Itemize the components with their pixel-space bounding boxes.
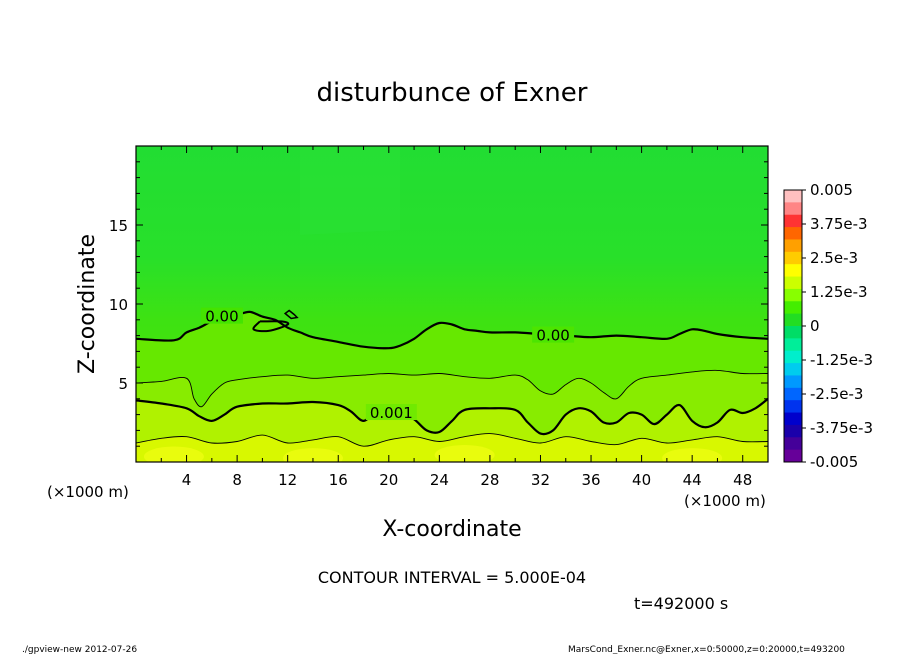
colorbar-label: -1.25e-3: [810, 351, 873, 369]
contour-closed-b: [283, 309, 299, 320]
colorbar-label: -3.75e-3: [810, 419, 873, 437]
x-tick-label: 32: [531, 471, 550, 489]
y-tick-label: 5: [118, 375, 128, 393]
time-label: t=492000 s: [634, 594, 728, 613]
colorbar-segment: [784, 400, 802, 414]
colorbar-segment: [784, 375, 802, 389]
colorbar-label: 0: [810, 317, 820, 335]
colorbar-segment: [784, 424, 802, 438]
contour-label-0: 0.00: [205, 308, 238, 326]
footer-right: MarsCond_Exner.nc@Exner,x=0:50000,z=0:20…: [568, 645, 845, 654]
colorbar-segment: [784, 239, 802, 253]
contour-line-0.001: [136, 397, 768, 436]
colorbar-label: -0.005: [810, 453, 858, 471]
x-axis-label: X-coordinate: [382, 517, 521, 542]
contour-interval-text: CONTOUR INTERVAL = 5.000E-04: [318, 568, 586, 587]
colorbar-segment: [784, 313, 802, 327]
contour-label-2: 0.001: [370, 404, 413, 422]
colorbar-segment: [784, 202, 802, 216]
contour-label-bg-1: [532, 326, 575, 343]
colorbar-segment: [784, 288, 802, 302]
y-axis-label: Z-coordinate: [75, 234, 100, 374]
y-tick-label: 10: [109, 296, 128, 314]
colorbar-segment: [784, 190, 802, 203]
colorbar-segment: [784, 412, 802, 426]
colorbar-segment: [784, 326, 802, 339]
colorbar-segment: [784, 437, 802, 451]
contour-line-0.0015: [136, 433, 768, 447]
contour-line-0.0005: [136, 369, 768, 408]
x-tick-label: 16: [329, 471, 348, 489]
colorbar-segment: [784, 449, 802, 463]
x-tick-label: 48: [733, 471, 752, 489]
colorbar-label: 3.75e-3: [810, 215, 868, 233]
colorbar-labels: 0.005 3.75e-3 2.5e-3 1.25e-3 0 -1.25e-3 -2.5e-…: [802, 181, 873, 471]
colorbar-segment: [784, 264, 802, 278]
y-tick-label: 15: [109, 217, 128, 235]
light-patch: [300, 146, 400, 235]
yellow-patch-0: [143, 446, 204, 462]
colorbar-segment: [784, 227, 802, 240]
colorbar-label: 1.25e-3: [810, 283, 868, 301]
chart-title: disturbunce of Exner: [317, 78, 588, 108]
contour-closed-a: [252, 320, 290, 333]
x-axis-ticks: 4 8 12 16 20 24 28 32 36 40 44 48: [160, 146, 769, 489]
colorbar-segment: [784, 387, 802, 401]
x-tick-label: 28: [480, 471, 499, 489]
x-tick-label: 36: [581, 471, 600, 489]
x-unit-label-left: (×1000 m): [47, 483, 129, 501]
colorbar-label: -2.5e-3: [810, 385, 863, 403]
contour-label-bg-2: [365, 404, 417, 421]
colorbar: [783, 189, 803, 463]
colorbar-segment: [784, 350, 802, 364]
colorbar-segment: [784, 301, 802, 315]
colorbar-segment: [784, 276, 802, 290]
x-tick-label: 12: [278, 471, 297, 489]
x-tick-label: 4: [182, 471, 192, 489]
footer-left: ./gpview-new 2012-07-26: [22, 645, 137, 654]
yellow-patch-2: [434, 444, 495, 462]
contour-label-1: 0.00: [536, 327, 569, 345]
colorbar-label: 2.5e-3: [810, 249, 858, 267]
x-tick-label: 8: [232, 471, 242, 489]
contour-label-bg-0: [200, 307, 243, 324]
x-tick-label: 24: [430, 471, 449, 489]
plot-area: 0.00 0.00 0.001: [136, 146, 768, 462]
x-unit-label-right: (×1000 m): [684, 492, 766, 510]
contour-labels: 0.00 0.00 0.001: [200, 307, 575, 422]
colorbar-segment: [784, 251, 802, 265]
x-tick-label: 40: [632, 471, 651, 489]
yellow-patch-1: [282, 448, 343, 462]
y-axis-ticks: 5 10 15: [109, 161, 768, 447]
x-tick-label: 44: [683, 471, 702, 489]
colorbar-segment: [784, 214, 802, 228]
x-tick-label: 20: [379, 471, 398, 489]
colorbar-segment: [784, 338, 802, 352]
colorbar-label: 0.005: [810, 181, 853, 199]
colorbar-segment: [784, 363, 802, 376]
